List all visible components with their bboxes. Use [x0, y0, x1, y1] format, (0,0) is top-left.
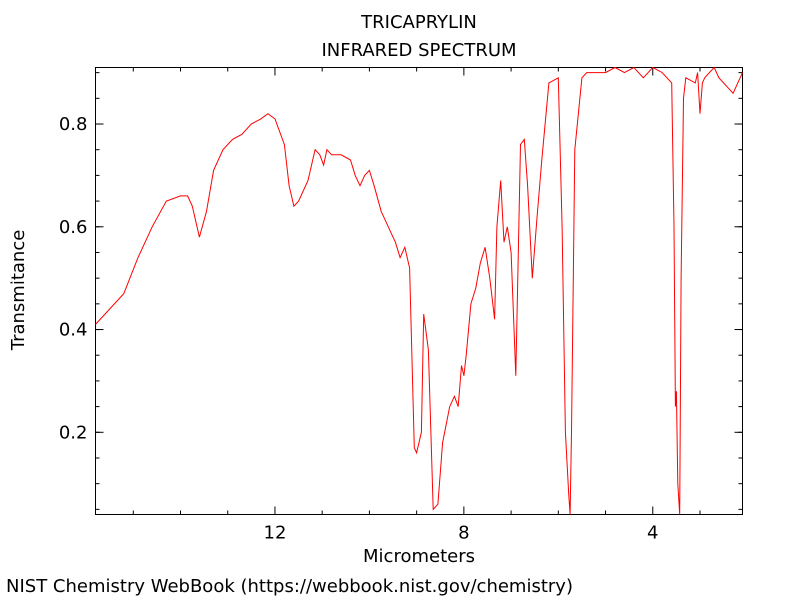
- y-tick-label: 0.8: [59, 114, 88, 135]
- y-tick-label: 0.4: [59, 320, 88, 341]
- chart-title: TRICAPRYLIN: [360, 12, 477, 33]
- x-tick-label: 8: [458, 523, 469, 544]
- x-axis-label: Micrometers: [363, 546, 475, 567]
- y-tick-label: 0.2: [59, 422, 88, 443]
- x-tick-label: 4: [647, 523, 658, 544]
- chart-subtitle: INFRARED SPECTRUM: [321, 40, 516, 61]
- y-tick-label: 0.6: [59, 217, 88, 238]
- x-tick-label: 12: [264, 523, 287, 544]
- plot-area-frame: [95, 67, 743, 515]
- y-axis-label: Transmitance: [8, 230, 29, 352]
- source-credit: NIST Chemistry WebBook (https://webbook.…: [6, 576, 573, 597]
- axis-tick-labels: 0.2 0.4 0.6 0.8 12 8 4: [59, 114, 659, 543]
- spectrum-line: [95, 66, 743, 515]
- axis-ticks: [95, 67, 743, 515]
